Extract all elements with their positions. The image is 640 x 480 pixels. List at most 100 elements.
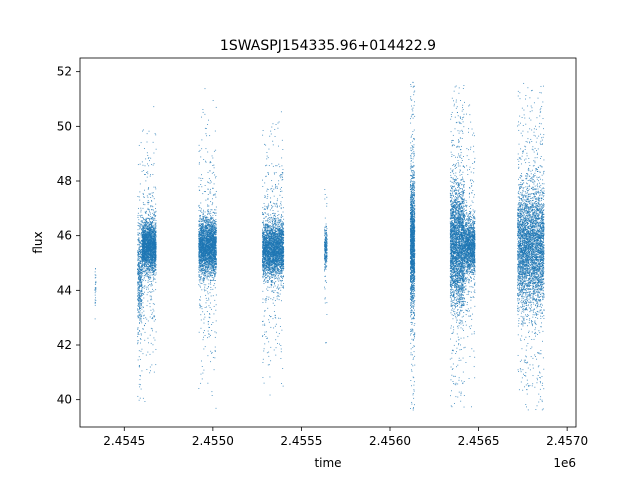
data-point [153,274,155,276]
data-point [203,253,205,255]
data-point [142,263,144,265]
data-point [214,283,216,285]
data-point [145,247,147,249]
data-point [147,248,149,250]
data-point [153,254,155,256]
data-point [207,171,209,173]
data-point [155,246,157,248]
data-point [147,260,149,262]
data-point [207,199,209,201]
data-point [148,236,150,238]
data-point [212,322,214,323]
data-point [154,250,156,252]
data-point [208,326,210,328]
data-point [145,254,147,256]
data-point [149,244,151,246]
data-point [211,209,213,211]
data-point [155,264,157,265]
data-point [155,222,157,224]
data-point [146,229,148,231]
data-point [139,298,141,300]
data-point [155,261,157,263]
data-point [140,235,142,237]
data-point [151,217,153,218]
data-point [204,248,206,250]
data-point [140,251,142,253]
data-point [205,289,207,291]
data-point [205,269,207,271]
data-point [153,229,155,231]
data-point [142,230,144,232]
data-point [137,315,139,317]
data-point [203,269,205,271]
data-point [151,227,153,229]
data-point [147,225,149,227]
data-point [139,163,141,165]
data-point [137,233,139,235]
data-point [151,236,153,238]
data-point [147,227,149,229]
data-point [150,233,152,234]
data-point [140,334,142,336]
data-point [137,308,139,310]
data-point [139,268,141,270]
data-point [144,331,146,333]
data-point [147,217,149,219]
data-point [204,258,206,260]
data-point [141,260,142,262]
data-point [153,231,155,233]
data-point [142,233,143,235]
data-point [202,213,204,215]
data-point [148,232,150,234]
data-point [201,250,203,252]
data-point [141,264,143,266]
data-point [153,152,155,154]
data-point [214,213,216,215]
data-point [138,248,140,250]
data-point [138,275,140,277]
data-point [151,195,153,197]
data-point [202,226,203,228]
data-point [143,241,145,243]
data-point [200,265,202,267]
data-point [199,232,201,233]
data-point [150,295,152,297]
data-point [203,318,205,320]
data-point [200,259,202,261]
data-point [150,205,152,207]
data-point [147,268,149,270]
data-point [150,238,152,240]
data-point [198,220,200,222]
data-point [141,315,143,317]
data-point [137,217,139,218]
data-point [145,253,147,255]
data-point [206,276,208,278]
data-point [198,239,200,241]
data-point [141,272,143,274]
data-point [139,297,141,299]
data-point [153,290,155,292]
data-point [210,268,212,269]
data-point [152,216,154,218]
data-point [200,223,202,225]
data-point [147,240,149,242]
data-point [208,255,210,257]
data-point [212,275,213,277]
data-point [213,264,215,265]
data-point [149,266,151,268]
data-point [143,272,145,274]
data-point [145,258,146,260]
data-point [151,272,153,273]
data-point [142,328,144,330]
data-point [201,240,203,242]
data-point [209,267,211,269]
data-point [146,223,148,225]
data-point [142,252,144,254]
data-point [151,234,153,235]
data-point [138,264,140,266]
data-point [138,234,140,236]
data-point [206,287,208,289]
data-point [144,245,146,247]
data-point [138,246,140,248]
data-point [209,240,210,242]
